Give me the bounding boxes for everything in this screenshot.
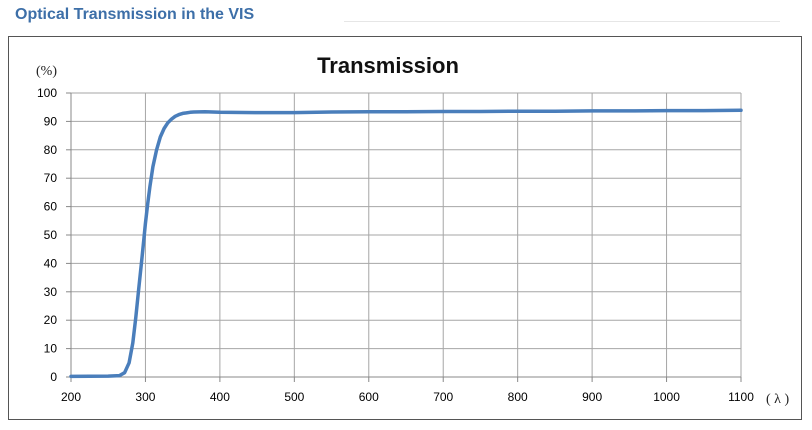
x-axis-label: ( λ ) (766, 392, 789, 407)
chart-frame: Transmission (%) ( λ ) 0 10 20 30 40 50 60 70 80… (8, 36, 802, 420)
header-divider (344, 21, 780, 22)
x-tick-label: 500 (284, 390, 304, 404)
y-tick-label: 70 (44, 171, 58, 185)
x-tick-label: 1100 (728, 390, 754, 404)
y-axis-label: (%) (36, 64, 57, 79)
y-tick-label: 20 (44, 313, 58, 327)
x-tick-label: 800 (508, 390, 528, 404)
x-tick-label: 600 (359, 390, 379, 404)
y-tick-label: 60 (44, 200, 58, 214)
y-tick-label: 50 (44, 228, 58, 242)
x-tick-label: 200 (61, 390, 81, 404)
x-tick-label: 900 (582, 390, 602, 404)
page-title: Optical Transmission in the VIS (15, 6, 255, 23)
transmission-chart: Transmission (%) ( λ ) 0 10 20 30 40 50 60 70 80… (36, 53, 789, 407)
y-tick-label: 90 (44, 114, 58, 128)
y-tick-label: 40 (44, 256, 58, 270)
y-tick-label: 30 (44, 285, 58, 299)
y-tick-label: 10 (44, 342, 58, 356)
y-tick-label: 80 (44, 143, 58, 157)
x-tick-label: 700 (433, 390, 453, 404)
x-tick-label: 300 (135, 390, 155, 404)
x-tick-label: 1000 (653, 390, 680, 404)
y-tick-label: 0 (50, 370, 57, 384)
chart-title: Transmission (317, 53, 459, 78)
transmission-series-line (69, 108, 743, 379)
y-tick-label: 100 (37, 86, 57, 100)
x-tick-label: 400 (210, 390, 230, 404)
